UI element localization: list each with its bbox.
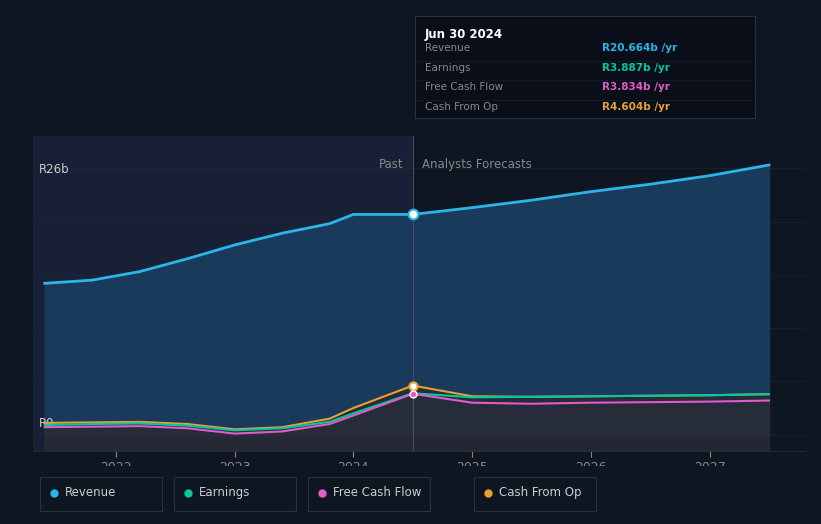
Text: Analysts Forecasts: Analysts Forecasts: [422, 158, 532, 170]
Text: Cash From Op: Cash From Op: [499, 486, 581, 499]
Text: R4.604b /yr: R4.604b /yr: [602, 102, 670, 112]
Text: R26b: R26b: [39, 163, 70, 176]
Text: Revenue: Revenue: [66, 486, 117, 499]
Text: Earnings: Earnings: [200, 486, 250, 499]
Text: Cash From Op: Cash From Op: [424, 102, 498, 112]
Text: Earnings: Earnings: [424, 63, 470, 73]
FancyBboxPatch shape: [308, 477, 430, 511]
Text: R0: R0: [39, 418, 54, 430]
Bar: [413, 136, 805, 451]
Text: Free Cash Flow: Free Cash Flow: [424, 82, 503, 92]
Text: Jun 30 2024: Jun 30 2024: [424, 28, 503, 41]
Text: Free Cash Flow: Free Cash Flow: [333, 486, 422, 499]
FancyBboxPatch shape: [174, 477, 296, 511]
Text: Revenue: Revenue: [424, 43, 470, 53]
Text: R20.664b /yr: R20.664b /yr: [602, 43, 677, 53]
FancyBboxPatch shape: [474, 477, 596, 511]
Bar: [33, 136, 413, 451]
Text: Past: Past: [378, 158, 403, 170]
FancyBboxPatch shape: [40, 477, 163, 511]
Text: R3.887b /yr: R3.887b /yr: [602, 63, 670, 73]
Text: R3.834b /yr: R3.834b /yr: [602, 82, 670, 92]
